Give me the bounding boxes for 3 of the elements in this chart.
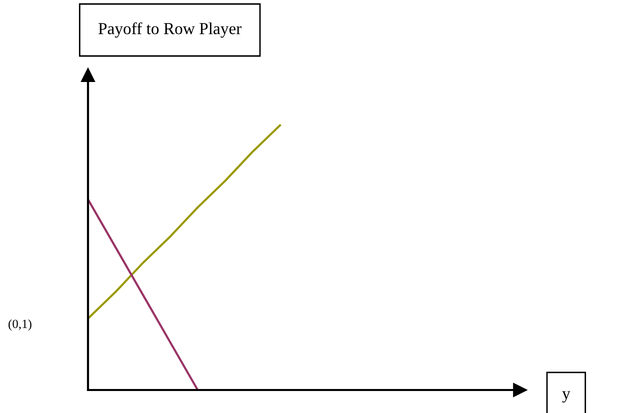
text: (0,1) <box>8 319 32 331</box>
x-axis-title: y <box>562 391 570 403</box>
chart-title: Payoff to Row Player <box>98 22 242 38</box>
